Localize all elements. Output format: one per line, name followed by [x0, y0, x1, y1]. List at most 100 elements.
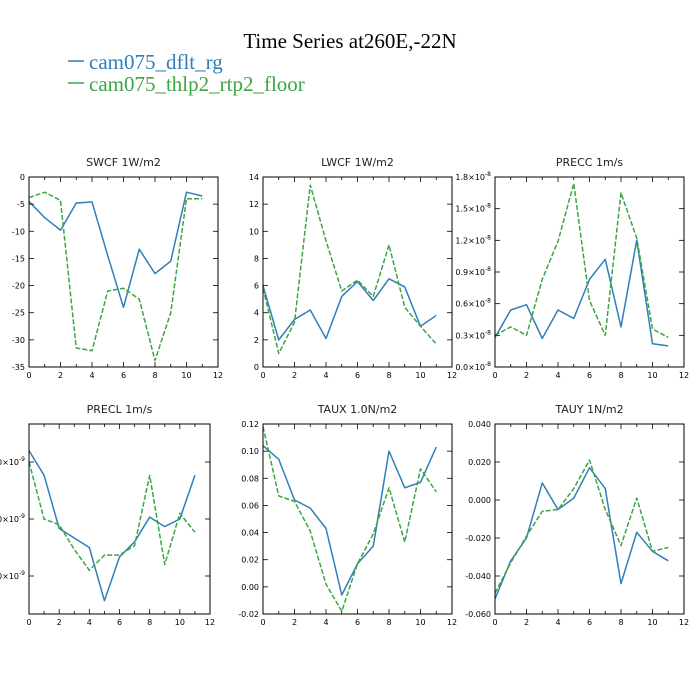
y-tick-label: 0.6×10-8: [455, 298, 491, 309]
y-tick-label: 0.040: [468, 420, 491, 429]
y-tick-label: 14: [249, 173, 259, 182]
series-line-1: [263, 426, 437, 613]
x-tick-label: 4: [323, 371, 328, 380]
x-tick-label: 12: [679, 371, 689, 380]
x-tick-label: 6: [121, 371, 126, 380]
x-tick-label: 12: [447, 618, 457, 627]
panel-3: PRECL 1m/s 0 2 4 6 8 10 12 0×10-9 0×10-9 0×10-9: [0, 403, 215, 627]
series-line-1: [29, 461, 196, 572]
y-tick-label: 0.00: [241, 583, 259, 592]
plot-frame: [28, 176, 219, 368]
x-tick-label: 12: [205, 618, 215, 627]
y-tick-label: 0: [254, 363, 259, 372]
x-tick-label: 2: [292, 371, 297, 380]
y-tick-label: -0.020: [465, 534, 491, 543]
y-tick-label: 12: [249, 200, 259, 209]
x-tick-label: 10: [175, 618, 185, 627]
y-tick-label: 1.5×10-8: [455, 203, 491, 214]
y-tick-label: 0×10-9: [0, 570, 25, 581]
panel-title: TAUY 1N/m2: [554, 403, 623, 416]
y-tick-label: 0.08: [241, 474, 259, 483]
legend-item-0: cam075_dflt_rg: [68, 50, 223, 74]
legend: cam075_dflt_rg cam075_thlp2_rtp2_floor: [68, 50, 305, 96]
panel-title: LWCF 1W/m2: [321, 156, 394, 169]
x-tick-label: 10: [415, 371, 425, 380]
y-tick-label: -30: [12, 336, 25, 345]
y-tick-label: 10: [249, 227, 259, 236]
series-line-0: [495, 466, 669, 600]
x-tick-label: 8: [618, 371, 623, 380]
y-tick-label: -25: [12, 309, 25, 318]
x-tick-label: 6: [355, 371, 360, 380]
y-tick-label: -35: [12, 363, 25, 372]
plot-frame: [494, 423, 685, 615]
x-tick-label: 6: [587, 618, 592, 627]
x-tick-label: 8: [386, 371, 391, 380]
panel-4: TAUX 1.0N/m2 0 2 4 6 8 10 12 -0.02 0.00 0.02 0.04 0.…: [238, 403, 457, 627]
y-tick-label: -0.02: [238, 610, 259, 619]
panel-title: PRECC 1m/s: [556, 156, 624, 169]
y-tick-label: 6: [254, 282, 259, 291]
y-tick-label: 1.8×10-8: [455, 171, 491, 182]
x-tick-label: 0: [260, 618, 265, 627]
y-tick-label: 0.04: [241, 529, 259, 538]
y-tick-label: 0×10-9: [0, 456, 25, 467]
y-tick-label: 1.2×10-8: [455, 234, 491, 245]
x-tick-label: 6: [117, 618, 122, 627]
x-tick-label: 8: [152, 371, 157, 380]
y-tick-label: 8: [254, 254, 259, 263]
y-tick-label: -20: [12, 282, 25, 291]
legend-item-1: cam075_thlp2_rtp2_floor: [68, 72, 305, 96]
series-line-0: [263, 445, 437, 596]
x-tick-label: 4: [555, 618, 560, 627]
x-tick-label: 12: [679, 618, 689, 627]
x-tick-label: 2: [524, 371, 529, 380]
panel-title: SWCF 1W/m2: [86, 156, 161, 169]
x-tick-label: 4: [323, 618, 328, 627]
panel-2: PRECC 1m/s 0 2 4 6 8 10 12 0.0×10-8 0.3×10-8 0.6×1…: [455, 156, 689, 380]
x-tick-label: 2: [524, 618, 529, 627]
x-tick-label: 10: [647, 618, 657, 627]
plot-frame: [494, 176, 685, 368]
figure-title: Time Series at260E,-22N: [243, 29, 456, 53]
y-tick-label: 0×10-9: [0, 513, 25, 524]
series-line-0: [29, 450, 196, 602]
y-tick-label: 0.3×10-8: [455, 329, 491, 340]
x-tick-label: 4: [89, 371, 94, 380]
x-tick-label: 2: [292, 618, 297, 627]
x-tick-label: 6: [587, 371, 592, 380]
y-tick-label: 0.020: [468, 458, 491, 467]
legend-label-0: cam075_dflt_rg: [89, 50, 223, 74]
series-line-1: [495, 459, 669, 594]
y-tick-label: -10: [12, 227, 25, 236]
y-tick-label: 0.10: [241, 447, 259, 456]
panels: SWCF 1W/m2 0 2 4 6 8 10 12 0 -5 -10 -15 -20 -25 -30 -35…: [0, 156, 689, 627]
y-tick-label: -5: [17, 200, 25, 209]
y-tick-label: 4: [254, 309, 259, 318]
x-tick-label: 0: [260, 371, 265, 380]
y-tick-label: 0.06: [241, 501, 259, 510]
y-tick-label: -0.040: [465, 572, 491, 581]
x-tick-label: 8: [386, 618, 391, 627]
series-line-0: [29, 191, 203, 309]
y-tick-label: 0: [20, 173, 25, 182]
plot-frame: [262, 176, 453, 368]
x-tick-label: 10: [415, 618, 425, 627]
y-tick-label: 0.9×10-8: [455, 266, 491, 277]
x-tick-label: 0: [26, 618, 31, 627]
panel-5: TAUY 1N/m2 0 2 4 6 8 10 12 -0.060 -0.040 -0.020 0.0…: [465, 403, 689, 627]
x-tick-label: 12: [447, 371, 457, 380]
y-tick-label: 0.0×10-8: [455, 361, 491, 372]
panel-title: TAUX 1.0N/m2: [317, 403, 398, 416]
legend-label-1: cam075_thlp2_rtp2_floor: [89, 72, 305, 96]
x-tick-label: 8: [618, 618, 623, 627]
series-line-1: [263, 184, 437, 355]
x-tick-label: 0: [26, 371, 31, 380]
y-tick-label: -15: [12, 254, 25, 263]
x-tick-label: 2: [58, 371, 63, 380]
y-tick-label: 0.12: [241, 420, 259, 429]
x-tick-label: 2: [57, 618, 62, 627]
x-tick-label: 8: [147, 618, 152, 627]
x-tick-label: 10: [647, 371, 657, 380]
